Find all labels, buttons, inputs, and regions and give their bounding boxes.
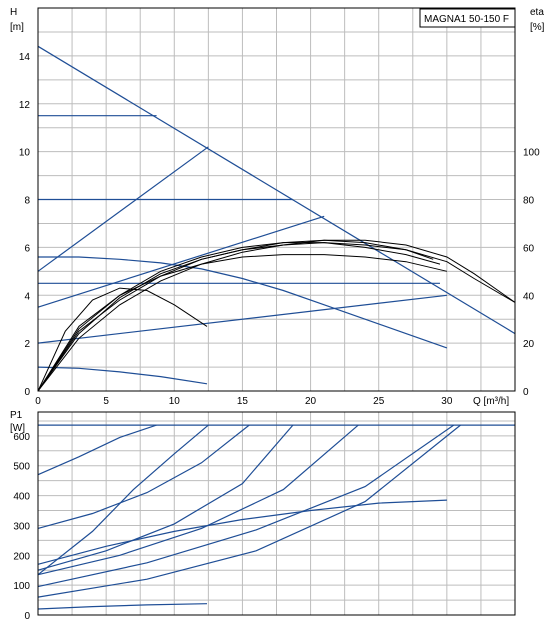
power-plot-grid [38, 412, 515, 615]
flow-tick-label: 10 [169, 396, 181, 407]
flow-tick-label: 30 [441, 396, 453, 407]
power-plot-frame [37, 411, 516, 616]
power-curve [37, 424, 461, 598]
head-axis-unit: [m] [10, 22, 24, 33]
head-plot-grid [38, 8, 515, 391]
flow-tick-label: 25 [373, 396, 385, 407]
head-tick-label: 2 [24, 339, 30, 350]
head-plot-border [37, 7, 516, 392]
tick-labels: 0 5 10 15 20 25 300246810121402040608010001002… [13, 52, 540, 622]
power-tick-label: 500 [13, 462, 30, 473]
power-tick-label: 200 [13, 551, 30, 562]
power-curve [37, 424, 294, 571]
head-curve [37, 45, 516, 335]
chart-title-box [419, 8, 516, 28]
power-plot-border [37, 411, 516, 616]
efficiency-curve [37, 287, 208, 392]
head-tick-label: 4 [24, 291, 30, 302]
power-tick-label: 600 [13, 432, 30, 443]
power-curve [37, 603, 208, 610]
head-plot-curves [37, 45, 516, 392]
head-curve [37, 366, 208, 385]
efficiency-curve [37, 242, 441, 392]
power-tick-label: 0 [24, 611, 30, 622]
efficiency-curve [37, 254, 448, 392]
head-curve [37, 294, 447, 344]
head-axis-label: H [10, 7, 17, 18]
power-axis-unit: [W] [10, 423, 25, 434]
eta-tick-label: 60 [523, 243, 535, 254]
power-curve [37, 424, 209, 576]
flow-tick-label: 20 [305, 396, 317, 407]
eta-tick-label: 20 [523, 339, 535, 350]
head-tick-label: 8 [24, 196, 30, 207]
eta-axis-unit: [%] [530, 22, 545, 33]
efficiency-curve [37, 242, 434, 392]
chart-title: MAGNA1 50-150 F [424, 14, 509, 25]
power-axis-label: P1 [10, 410, 23, 421]
flow-axis-label: Q [m³/h] [473, 396, 509, 407]
power-curve [37, 424, 157, 476]
head-tick-label: 0 [24, 387, 30, 398]
head-curve [38, 256, 448, 349]
power-tick-label: 300 [13, 521, 30, 532]
eta-axis-label: eta [530, 7, 544, 18]
power-tick-label: 100 [13, 581, 30, 592]
power-curve [37, 424, 250, 529]
power-curve [37, 424, 359, 576]
flow-tick-label: 15 [237, 396, 249, 407]
head-curve [37, 215, 325, 308]
head-tick-label: 12 [19, 100, 31, 111]
head-tick-label: 10 [19, 148, 31, 159]
eta-tick-label: 0 [523, 387, 529, 398]
power-curve [37, 499, 447, 565]
head-tick-label: 6 [24, 243, 30, 254]
head-curve [37, 146, 209, 272]
eta-tick-label: 80 [523, 196, 535, 207]
power-plot-curves [37, 424, 515, 610]
head-tick-label: 14 [19, 52, 31, 63]
power-curve [37, 424, 455, 588]
flow-tick-label: 5 [103, 396, 109, 407]
flow-tick-label: 0 [35, 396, 41, 407]
eta-tick-label: 40 [523, 291, 535, 302]
head-plot-frame [37, 7, 516, 392]
power-tick-label: 400 [13, 492, 30, 503]
eta-tick-label: 100 [523, 148, 540, 159]
